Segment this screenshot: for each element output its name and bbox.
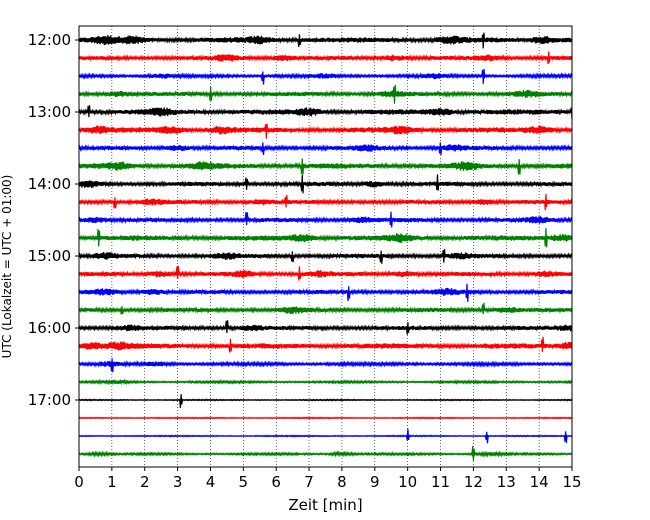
seismic-trace (78, 283, 573, 302)
x-tick-label: 13 (497, 473, 516, 491)
x-axis-label: Zeit [min] (288, 496, 362, 514)
seismic-trace (78, 211, 573, 228)
seismic-trace (78, 158, 573, 175)
x-tick-label: 15 (562, 473, 581, 491)
seismic-trace (78, 142, 573, 155)
seismic-trace (78, 302, 573, 315)
seismic-trace (78, 394, 573, 408)
seismic-trace (78, 358, 573, 373)
x-tick-label: 9 (370, 473, 380, 491)
seismic-trace (78, 32, 573, 49)
y-tick-label: 16:00 (28, 319, 71, 337)
y-axis-label: UTC (Lokalzeit = UTC + 01:00) (0, 175, 14, 359)
seismic-trace (78, 320, 573, 335)
seismic-trace (78, 193, 573, 211)
y-tick-label: 14:00 (28, 175, 71, 193)
x-tick-label: 12 (464, 473, 483, 491)
x-tick-label: 4 (206, 473, 216, 491)
seismic-trace (78, 123, 573, 139)
seismic-trace (78, 68, 573, 85)
seismic-trace (78, 336, 573, 353)
seismic-trace (78, 445, 573, 461)
x-tick-label: 7 (304, 473, 314, 491)
x-tick-label: 2 (140, 473, 150, 491)
x-tick-label: 3 (173, 473, 183, 491)
x-tick-label: 6 (271, 473, 281, 491)
seismic-trace (78, 378, 573, 386)
seismic-trace (78, 84, 573, 104)
x-tick-label: 11 (431, 473, 450, 491)
seismic-trace (78, 428, 573, 444)
seismic-trace (78, 174, 573, 194)
seismic-trace (78, 228, 573, 248)
seismic-trace (78, 248, 573, 264)
y-tick-label: 17:00 (28, 391, 71, 409)
x-tick-label: 0 (74, 473, 84, 491)
x-tick-label: 5 (239, 473, 249, 491)
y-tick-label: 13:00 (28, 103, 71, 121)
y-tick-label: 12:00 (28, 31, 71, 49)
plot-frame (78, 25, 573, 468)
seismic-trace (78, 266, 573, 281)
seismic-traces (78, 32, 573, 461)
seismic-trace (78, 51, 573, 65)
x-tick-label: 8 (337, 473, 347, 491)
y-tick-label: 15:00 (28, 247, 71, 265)
x-tick-label: 10 (398, 473, 417, 491)
x-tick-label: 1 (107, 473, 117, 491)
seismic-trace (78, 416, 573, 420)
y-axis-ticks: 12:00 13:00 14:00 15:00 16:00 17:00 (28, 31, 79, 409)
x-axis-ticks: 0 1 2 3 4 5 6 7 8 9 10 11 12 13 14 15 (74, 467, 582, 491)
x-tick-label: 14 (530, 473, 549, 491)
seismic-trace (78, 105, 573, 120)
